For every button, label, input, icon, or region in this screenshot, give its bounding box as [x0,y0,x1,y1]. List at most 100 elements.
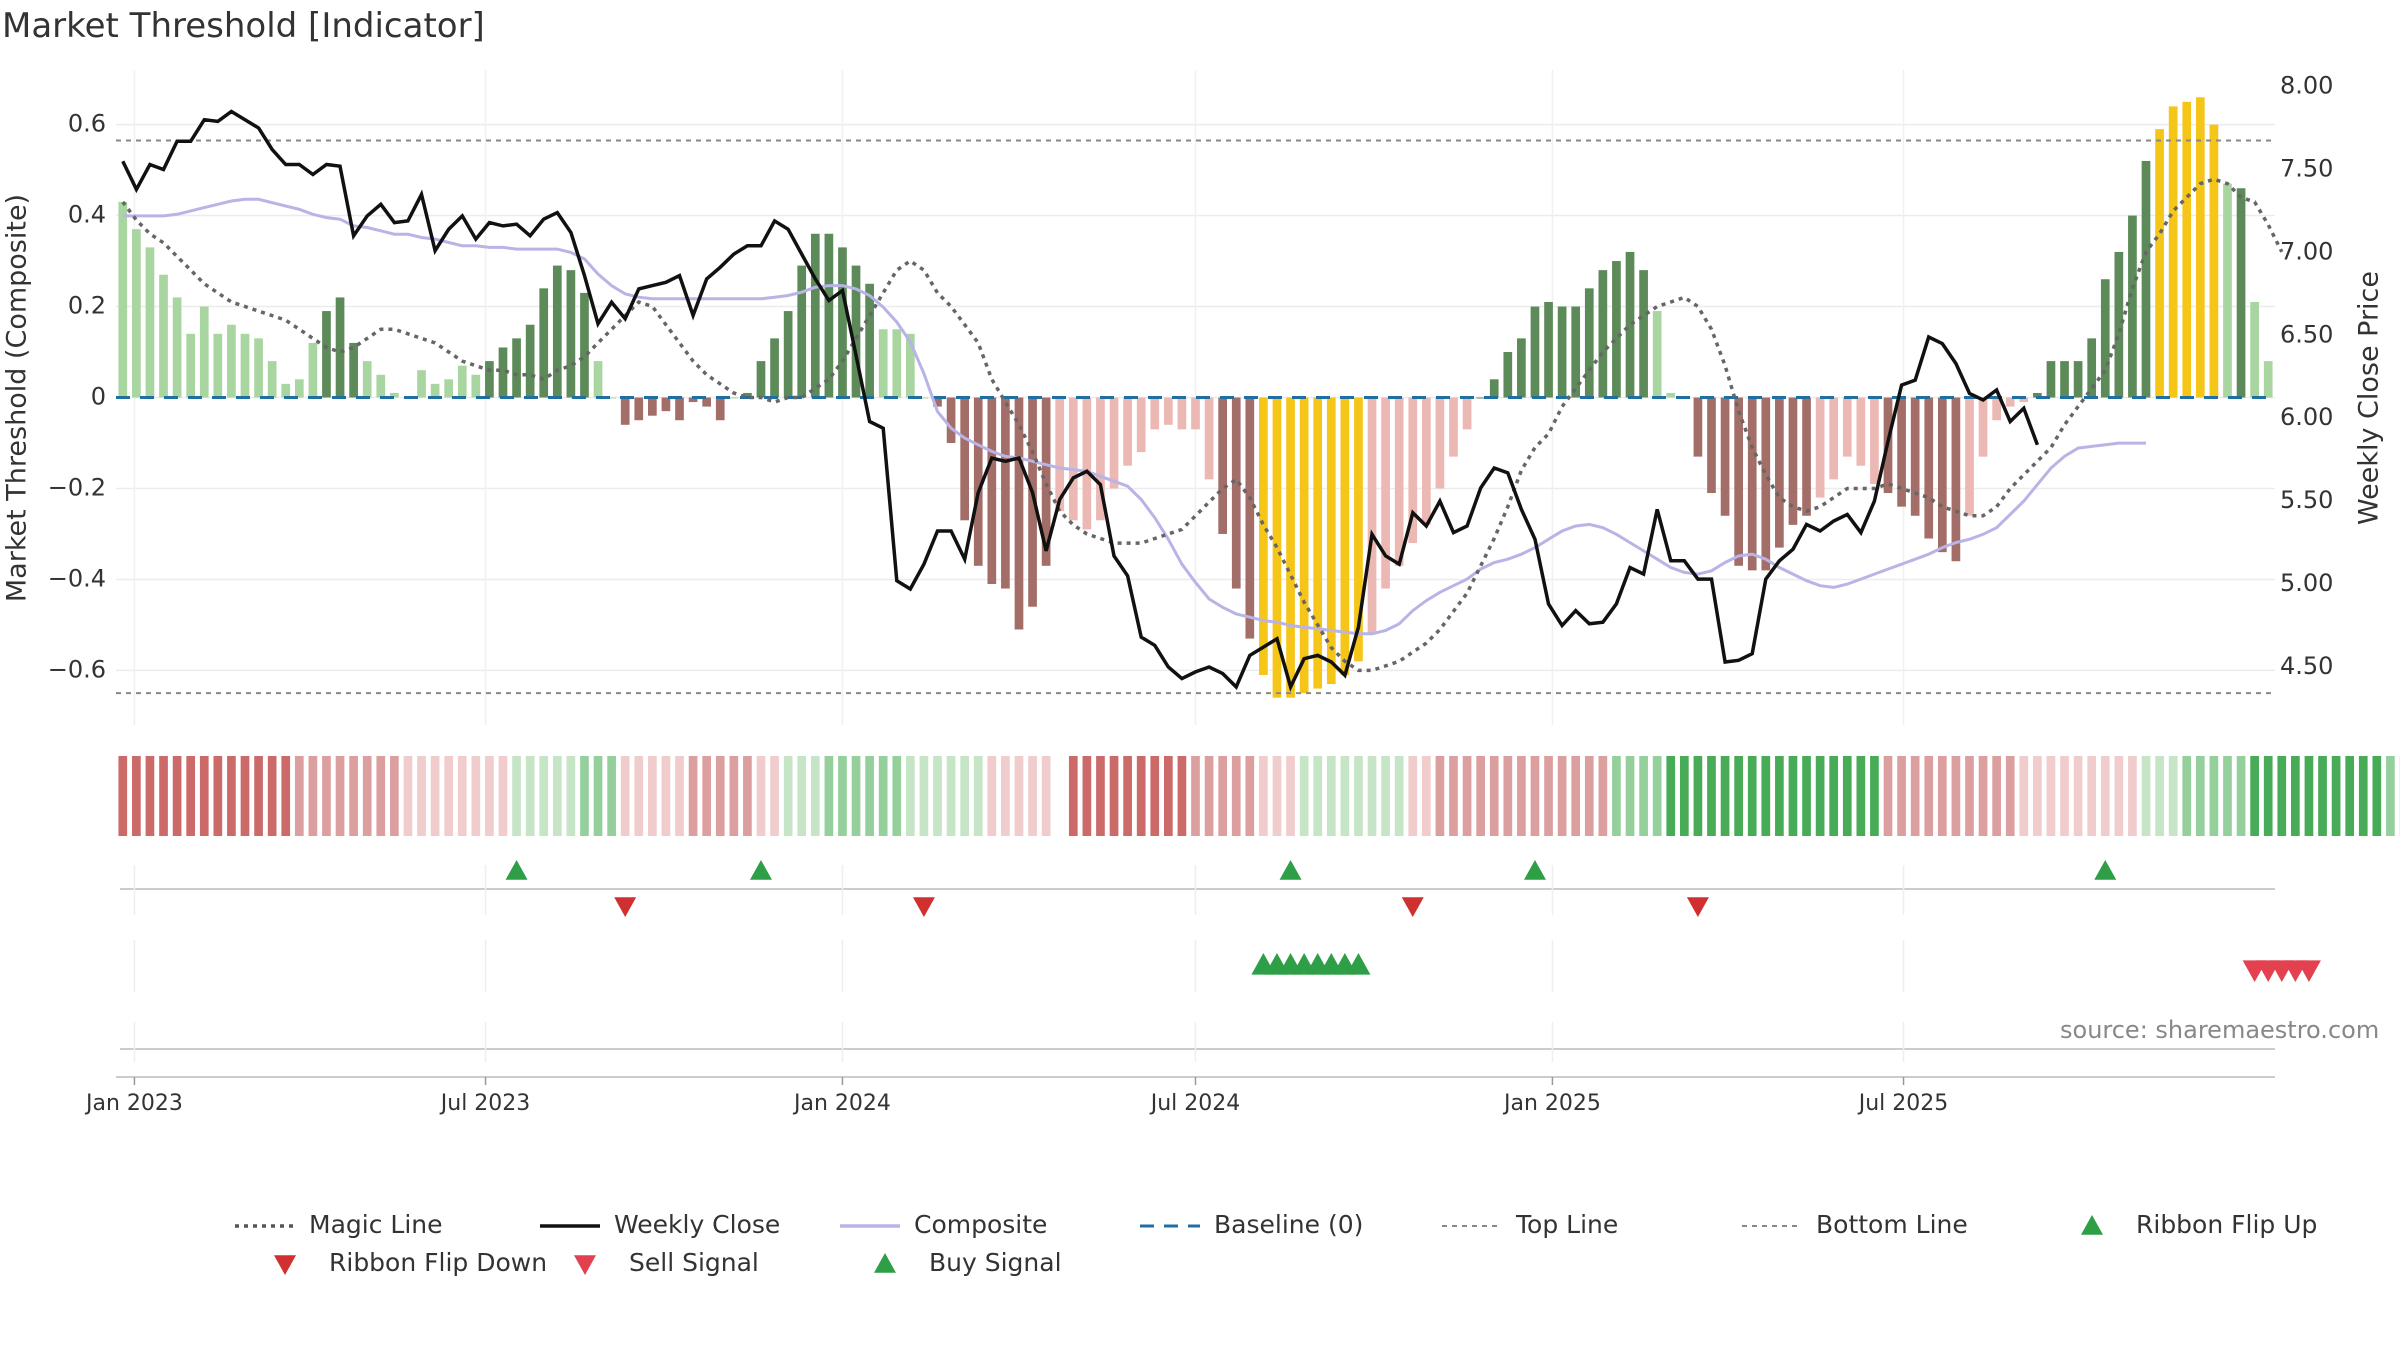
composite-bar [1041,397,1051,566]
composite-bar [132,229,141,398]
ribbon-cell [1707,756,1716,836]
ribbon-cell [2100,756,2110,836]
ribbon-cell [1014,756,1024,836]
composite-bar [620,397,630,425]
composite-bar [1734,397,1743,566]
composite-bar [2100,279,2110,398]
legend-label: Top Line [1515,1210,1618,1239]
ribbon-cell [851,756,861,836]
x-tick-label: Jan 2023 [84,1091,183,1116]
composite-bar [199,306,209,398]
composite-bar [145,247,155,398]
composite-bar [471,374,481,398]
ribbon-cell [1802,756,1811,836]
composite-bar [1462,397,1472,430]
ribbon-cell [485,756,494,836]
ribbon-cell [1747,756,1757,836]
ribbon-cell [946,756,956,836]
composite-bar [1435,397,1445,489]
y2-tick-label: 8.00 [2280,72,2333,100]
ribbon-cell [1082,756,1092,836]
composite-bar [1272,397,1282,698]
ribbon-cell [1625,756,1635,836]
composite-bar [1191,397,1200,430]
composite-bar [2182,101,2192,398]
ribbon-cell [865,756,874,836]
composite-bar [2155,129,2164,398]
y2-axis-label: Weekly Close Price [2354,271,2385,525]
composite-bar [1937,397,1947,553]
composite-bar [376,374,386,398]
composite-bar [2223,183,2232,398]
y-tick-label: −0.6 [48,655,106,683]
ribbon-cell [199,756,209,836]
ribbon-cell [1612,756,1621,836]
composite-bar [1259,397,1268,675]
composite-bar [1123,397,1132,466]
ribbon-cell [1965,756,1974,836]
ribbon-cell [1245,756,1255,836]
ribbon-cell [525,756,535,836]
legend-item: Magic Line [235,1210,443,1239]
ribbon-cell [2046,756,2056,836]
ribbon-cell [281,756,291,836]
ribbon-cell [2114,756,2124,836]
composite-bar [810,233,820,398]
composite-bar [308,342,318,398]
legend-item: Bottom Line [1742,1210,1968,1239]
composite-bar [1720,397,1730,516]
composite-bar [1326,397,1336,685]
legend-label: Ribbon Flip Up [2136,1210,2317,1239]
legend-item: Top Line [1442,1210,1618,1239]
composite-bar [213,333,223,398]
y-axis-label: Market Threshold (Composite) [2,194,33,602]
ribbon-cell [1856,756,1866,836]
ribbon-flip-down-marker [614,897,637,917]
composite-bar [349,342,358,398]
composite-bar [2263,361,2273,398]
composite-bar [1856,397,1866,466]
ribbon-cell [797,756,807,836]
composite-bar [335,297,345,398]
ribbon-cell [1109,756,1119,836]
composite-bar [797,265,807,398]
ribbon-cell [376,756,386,836]
composite-bar [1802,397,1811,516]
composite-bar [1367,397,1377,635]
ribbon-cell [2019,756,2029,836]
composite-bar [580,292,589,398]
composite-bar [2046,361,2056,398]
ribbon-cell [1829,756,1839,836]
composite-bar [1177,397,1187,430]
composite-bar [2141,160,2151,398]
ribbon-cell [810,756,820,836]
composite-bar [824,233,834,398]
legend-item: Composite [840,1210,1047,1239]
ribbon-cell [960,756,970,836]
composite-bar [1340,397,1350,675]
ribbon-cell [2386,756,2395,836]
ribbon-cell [2073,756,2083,836]
composite-bar [1096,397,1105,521]
composite-bar [294,379,304,398]
legend-item: Ribbon Flip Up [2081,1210,2317,1239]
composite-bar [1761,397,1771,571]
legend-label: Magic Line [309,1210,443,1239]
legend-swatch [274,1255,296,1275]
composite-bar [1150,397,1160,430]
ribbon-cell [675,756,684,836]
composite-bar [906,333,915,398]
legend-label: Composite [914,1210,1047,1239]
ribbon-cell [838,756,847,836]
ribbon-cell [2195,756,2205,836]
composite-bar [607,397,616,399]
composite-bar [892,329,902,398]
x-tick-label: Jul 2025 [1857,1091,1949,1116]
ribbon-cell [1408,756,1418,836]
composite-bar [444,379,454,398]
ribbon-cell [2291,756,2300,836]
ribbon-cell [1163,756,1173,836]
composite-bar [159,274,168,398]
composite-bar [2195,97,2205,398]
ribbon-cell [308,756,318,836]
